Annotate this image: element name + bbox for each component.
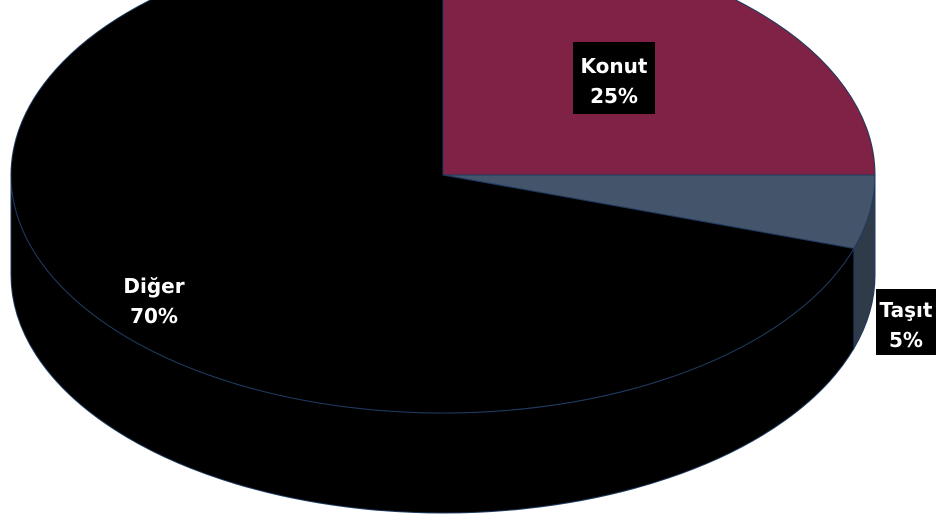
data-label-box bbox=[573, 42, 655, 114]
data-label-box bbox=[876, 289, 936, 355]
slice-category-label: Konut bbox=[581, 54, 648, 78]
data-label-konut: Konut 25% bbox=[573, 42, 655, 114]
slice-category-label: Taşıt bbox=[880, 298, 933, 322]
slice-value-label: 5% bbox=[889, 328, 923, 352]
pie-slices bbox=[10, 0, 876, 414]
slice-value-label: 25% bbox=[590, 84, 638, 108]
pie-slice-konut bbox=[442, 0, 876, 176]
data-label-taşıt: Taşıt 5% bbox=[876, 289, 936, 355]
slice-category-label: Diğer bbox=[123, 274, 184, 298]
slice-value-label: 70% bbox=[130, 304, 178, 328]
pie-slice-diğer bbox=[10, 0, 855, 414]
pie-labels: Konut 25% Taşıt 5% Diğer 70% bbox=[123, 42, 936, 355]
data-label-diğer: Diğer 70% bbox=[123, 274, 184, 328]
